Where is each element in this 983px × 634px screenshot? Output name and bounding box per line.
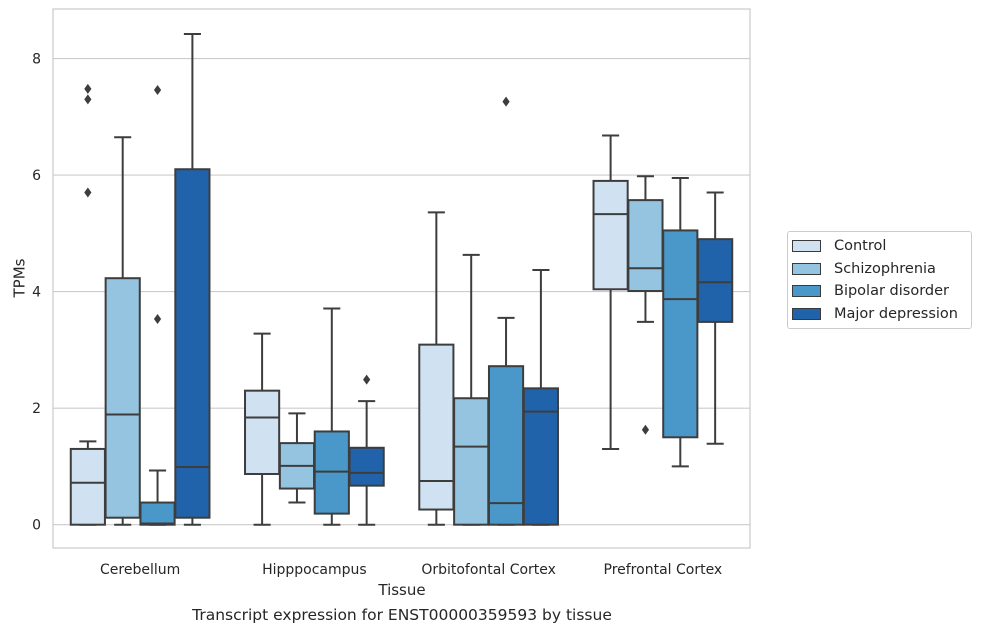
box-iqr: [69, 447, 106, 526]
y-tick-labels: 0 2 4 6 8: [32, 52, 41, 534]
legend-swatch: [792, 285, 821, 298]
box-control: [418, 211, 455, 526]
y-tick-label: 4: [32, 285, 41, 301]
box-bipolar-disorder: [662, 176, 699, 468]
box-major-depression: [697, 191, 734, 445]
legend-label: Bipolar disorder: [834, 283, 949, 300]
legend-swatch: [792, 240, 821, 253]
box-major-depression: [348, 374, 385, 526]
outlier-point: [641, 424, 650, 435]
grid-lines: [53, 57, 750, 526]
outlier-point: [84, 187, 92, 198]
box-iqr: [139, 501, 176, 526]
box-bipolar-disorder: [313, 307, 350, 526]
legend-label: Control: [834, 238, 887, 255]
outlier-point: [363, 374, 371, 385]
box-control: [244, 332, 281, 526]
outlier-point: [153, 313, 162, 324]
legend-item: Control: [788, 235, 971, 258]
outlier-point: [153, 84, 162, 95]
box-major-depression: [522, 269, 559, 526]
outlier-point: [502, 96, 510, 107]
legend-swatch: [792, 307, 821, 320]
x-tick-label: Cerebellum: [100, 562, 180, 578]
x-axis-label: Tissue: [377, 581, 425, 599]
figure-caption: Transcript expression for ENST0000035959…: [192, 606, 612, 624]
box-iqr: [418, 343, 455, 511]
box-major-depression: [174, 33, 211, 526]
y-tick-label: 6: [32, 168, 41, 184]
legend-item: Major depression: [788, 303, 971, 326]
legend-swatch: [792, 262, 821, 275]
outlier-point: [84, 94, 92, 105]
y-tick-label: 8: [32, 52, 41, 68]
box-iqr: [697, 238, 734, 323]
x-tick-label: Hipppocampus: [262, 562, 367, 578]
y-tick-label: 0: [32, 518, 41, 534]
box-iqr: [627, 199, 664, 293]
box-schizophrenia: [104, 136, 141, 526]
legend-label: Major depression: [834, 305, 958, 322]
box-iqr: [174, 168, 211, 519]
box-iqr: [522, 387, 559, 526]
y-tick-label: 2: [32, 401, 41, 417]
box-iqr: [104, 277, 141, 519]
box-iqr: [662, 229, 699, 439]
legend: Control Schizophrenia Bipolar disorder Majo…: [787, 231, 972, 329]
box-iqr: [348, 446, 385, 487]
x-tick-labels: Cerebellum Hipppocampus Orbitofontal Corte…: [100, 562, 722, 578]
legend-item: Schizophrenia: [788, 258, 971, 281]
legend-label: Schizophrenia: [834, 260, 936, 277]
box-control: [592, 134, 629, 450]
box-schizophrenia: [627, 175, 664, 435]
plot-frame: [52, 8, 751, 549]
box-schizophrenia: [278, 412, 316, 504]
box-iqr: [244, 389, 281, 475]
box-iqr: [592, 179, 629, 291]
x-tick-label: Orbitofontal Cortex: [421, 562, 556, 578]
x-tick-label: Prefrontal Cortex: [604, 562, 723, 578]
legend-item: Bipolar disorder: [788, 280, 971, 303]
outlier-point: [84, 83, 92, 94]
box-bipolar-disorder: [487, 96, 525, 526]
y-axis-label: TPMs: [11, 258, 29, 298]
box-control: [69, 83, 106, 526]
box-schizophrenia: [453, 253, 490, 526]
box-iqr: [453, 397, 490, 526]
box-plots: [69, 33, 734, 526]
box-bipolar-disorder: [139, 84, 176, 526]
box-iqr: [487, 365, 525, 526]
